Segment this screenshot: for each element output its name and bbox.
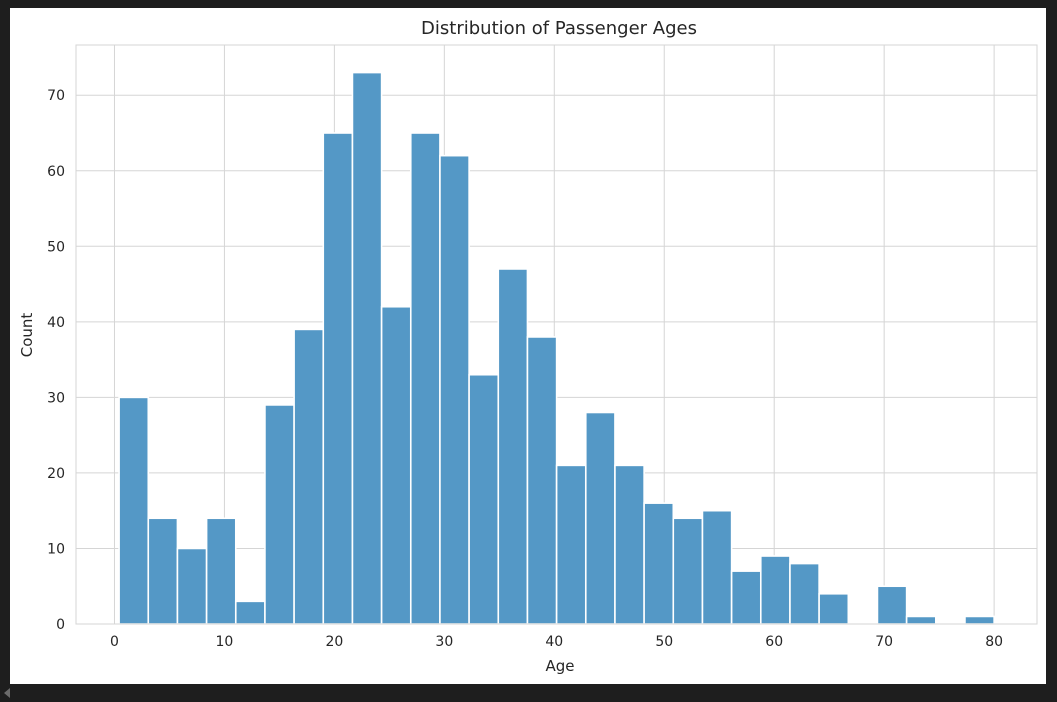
histogram-bar [293,328,325,625]
histogram-bar [205,517,237,625]
histogram-bar [526,336,558,625]
histogram-bar [234,600,266,625]
y-tick-label: 70 [47,88,65,104]
histogram-bar [555,464,587,625]
y-tick-label: 20 [47,466,65,482]
figure-frame: 0 10 20 30 40 50 60 70 80 0 10 20 30 40 50 60 70 Distri… [10,8,1046,684]
histogram-bar [584,411,616,625]
histogram-bar [964,615,995,625]
y-tick-label: 0 [56,617,65,633]
x-tick-label: 30 [435,634,453,650]
x-tick-label: 80 [985,634,1003,650]
histogram-bar [176,547,208,625]
y-tick-label: 10 [47,541,65,557]
histogram-bar [468,373,500,625]
histogram-bar [409,132,441,625]
histogram-bar [147,517,179,625]
x-tick-label: 50 [655,634,673,650]
x-tick-label: 0 [110,634,119,650]
histogram-bar [701,509,733,625]
histogram-bar [497,268,529,625]
histogram-bars [118,71,995,625]
histogram-bar [322,132,354,625]
histogram-bar [118,396,150,625]
chart-title: Distribution of Passenger Ages [421,18,697,39]
histogram-bar [643,502,675,625]
histogram-bar [672,517,704,625]
histogram-bar [614,464,645,625]
axes-frame [75,44,1038,625]
histogram-bar [876,585,908,625]
histogram-bar [439,154,470,625]
y-tick-label: 60 [47,164,65,180]
y-tick-label: 50 [47,239,65,255]
histogram-bar [380,305,412,625]
x-tick-label: 10 [216,634,234,650]
histogram-bar [730,570,762,625]
x-tick-label: 20 [325,634,343,650]
x-tick-labels: 0 10 20 30 40 50 60 70 80 [110,634,1003,650]
histogram-chart: 0 10 20 30 40 50 60 70 80 0 10 20 30 40 50 60 70 Distri… [18,18,1038,675]
y-tick-label: 40 [47,315,65,331]
histogram-bar [818,592,850,625]
y-tick-labels: 0 10 20 30 40 50 60 70 [47,88,65,633]
histogram-bar [264,404,295,625]
x-tick-label: 70 [875,634,893,650]
histogram-bar [759,555,791,625]
scroll-left-arrow-icon[interactable] [4,688,10,698]
y-tick-label: 30 [47,390,65,406]
histogram-bar [351,71,383,625]
x-axis-label: Age [545,657,574,675]
histogram-bar [789,562,820,625]
y-axis-label: Count [18,313,36,358]
x-tick-label: 60 [765,634,783,650]
x-tick-label: 40 [545,634,563,650]
histogram-bar [905,615,937,625]
